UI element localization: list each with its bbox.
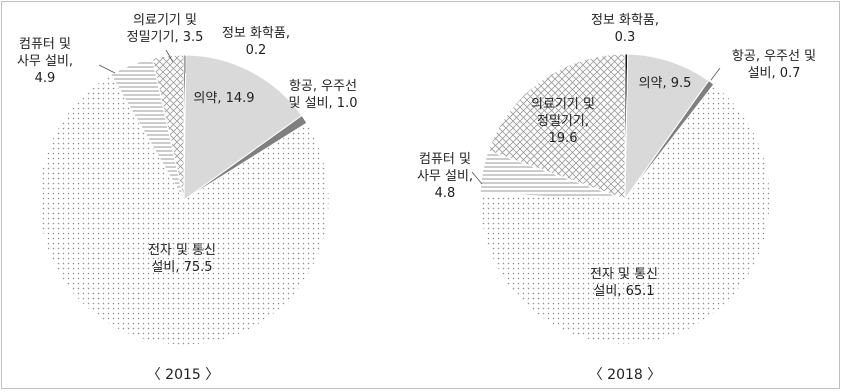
leader-line bbox=[471, 171, 483, 185]
data-label-컴퓨터-및-사무-설비: 컴퓨터 및 사무 설비, 4.9 bbox=[17, 37, 73, 86]
chart-caption: 〈 2018 〉 bbox=[589, 367, 662, 383]
data-label-정보-화학품: 정보 화학품, 0.3 bbox=[591, 13, 659, 45]
pie-slice-의약 bbox=[183, 54, 303, 201]
pie-slice-의료기기-및-정밀기기 bbox=[151, 54, 185, 201]
data-label-항공-우주선-및-설비: 항공, 우주선 및 설비, 1.0 bbox=[289, 79, 358, 111]
data-label-전자-및-통신-설비: 전자 및 통신 설비, 65.1 bbox=[590, 267, 658, 299]
pie-slice-의약 bbox=[624, 53, 710, 201]
chart-caption: 〈 2015 〉 bbox=[147, 367, 220, 383]
pie-slice-의료기기-및-정밀기기 bbox=[487, 53, 626, 200]
data-label-의약: 의약, 14.9 bbox=[193, 91, 254, 106]
data-label-의료기기-및-정밀기기: 의료기기 및 정밀기기, 3.5 bbox=[127, 13, 204, 45]
data-label-의약: 의약, 9.5 bbox=[639, 76, 692, 91]
data-label-컴퓨터-및-사무-설비: 컴퓨터 및 사무 설비, 4.8 bbox=[417, 152, 473, 201]
data-label-정보-화학품: 정보 화학품, 0.2 bbox=[222, 26, 290, 58]
pie-2015: 정보 화학품, 0.2 의약, 14.9 항공, 우주선 및 설비, 1.0 전자 및 통… bbox=[17, 13, 358, 383]
pie-slice-전자-및-통신-설비 bbox=[479, 83, 771, 345]
data-label-항공-우주선-및-설비: 항공, 우주선 및 설비, 0.7 bbox=[732, 49, 816, 81]
pie-slice-전자-및-통신-설비 bbox=[38, 74, 330, 346]
leader-line bbox=[165, 49, 174, 63]
leader-line bbox=[98, 64, 116, 74]
data-label-의료기기-및-정밀기기: 의료기기 및 정밀기기, 19.6 bbox=[531, 97, 595, 146]
leader-line bbox=[710, 67, 721, 81]
pie-2018: 정보 화학품, 0.3 의약, 9.5 항공, 우주선 및 설비, 0.7 전자 및 통신… bbox=[417, 13, 816, 383]
data-label-전자-및-통신-설비: 전자 및 통신 설비, 75.5 bbox=[148, 243, 216, 275]
